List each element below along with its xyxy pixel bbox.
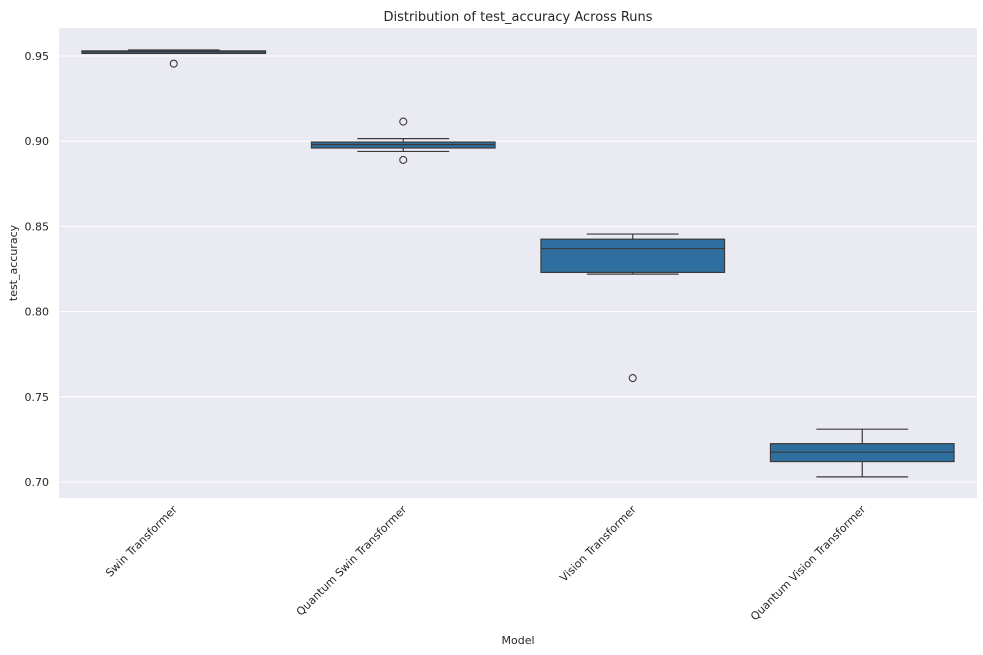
x-tick-label: Quantum Swin Transformer [294,503,410,619]
box-group [769,428,955,478]
y-tick-label: 0.70 [25,476,50,489]
x-axis-label: Model [501,634,534,647]
outlier-point [169,59,178,68]
box-group [81,49,267,68]
outlier-point [399,155,408,164]
chart-title: Distribution of test_accuracy Across Run… [383,10,652,25]
box-iqr [540,238,726,274]
y-tick-labels: 0.70 0.75 0.80 0.85 0.90 0.95 [25,50,50,489]
y-axis-label: test_accuracy [7,224,20,301]
grid-lines [59,55,977,483]
outlier-point [399,117,408,126]
boxes-layer [81,49,955,478]
box-group [310,117,496,164]
y-tick-label: 0.85 [25,220,50,233]
x-tick-label: Vision Transformer [557,503,639,585]
y-tick-label: 0.90 [25,135,50,148]
x-tick-label: Swin Transformer [103,503,180,580]
y-tick-label: 0.80 [25,306,50,319]
y-tick-label: 0.95 [25,50,50,63]
plot-area [59,28,977,498]
y-tick-label: 0.75 [25,391,50,404]
outlier-point [628,374,637,383]
x-tick-label: Quantum Vision Transformer [748,503,869,624]
x-tick-labels: Swin Transformer Quantum Swin Transformer… [103,503,869,624]
box-group [540,233,726,383]
